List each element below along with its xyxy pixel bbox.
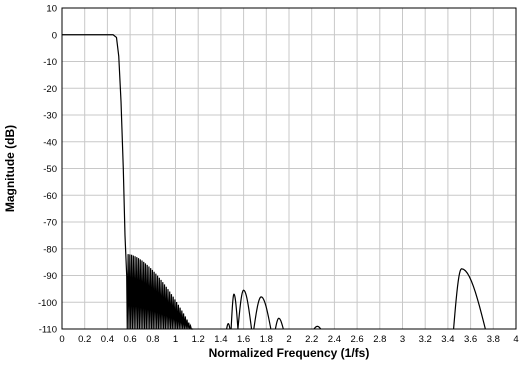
y-tick-label: -90 [43, 271, 57, 282]
y-tick-label: -100 [38, 298, 57, 309]
x-tick-label: 1.8 [260, 334, 273, 345]
magnitude-response-line [62, 34, 486, 330]
y-tick-label: -50 [43, 164, 57, 175]
x-tick-label: 3 [400, 334, 405, 345]
x-tick-label: 1.6 [237, 334, 250, 345]
x-tick-label: 3.4 [441, 334, 454, 345]
y-axis-title: Magnitude (dB) [3, 125, 17, 212]
y-tick-label: -40 [43, 137, 57, 148]
y-tick-label: -110 [39, 325, 57, 336]
y-tick-label: -30 [43, 111, 57, 122]
plot-frame [61, 7, 517, 330]
x-tick-label: 1.2 [192, 334, 205, 345]
x-tick-label: 2.2 [305, 334, 318, 345]
y-tick-label: 0 [52, 30, 57, 41]
y-tick-label: -60 [43, 191, 57, 202]
grid [61, 7, 517, 330]
x-tick-label: 1.4 [214, 334, 227, 345]
x-tick-labels: 0 0.2 0.4 0.6 0.8 1 1.2 1.4 1.6 1.8 2 2.2 2.4 2.6 2.8 3… [59, 334, 518, 345]
x-tick-label: 0.6 [123, 334, 136, 345]
y-tick-label: -10 [43, 57, 57, 68]
y-tick-label: -70 [43, 218, 57, 229]
x-tick-label: 3.6 [464, 334, 477, 345]
x-tick-label: 2 [286, 334, 291, 345]
x-tick-label: 0.4 [101, 334, 114, 345]
x-tick-label: 3.8 [487, 334, 500, 345]
x-tick-label: 2.6 [350, 334, 363, 345]
y-tick-labels: 10 0 -10 -20 -30 -40 -50 -60 -70 -80 -90 -100 -110 [38, 4, 57, 336]
x-tick-label: 3.2 [419, 334, 432, 345]
x-tick-label: 2.8 [373, 334, 386, 345]
x-axis-title: Normalized Frequency (1/fs) [209, 346, 370, 360]
y-tick-label: 10 [46, 4, 57, 15]
x-tick-label: 4 [513, 334, 518, 345]
x-tick-label: 2.4 [328, 334, 341, 345]
x-tick-label: 0 [59, 334, 64, 345]
x-tick-label: 0.2 [78, 334, 91, 345]
x-tick-label: 0.8 [146, 334, 159, 345]
x-tick-label: 1 [173, 334, 178, 345]
y-tick-label: -80 [43, 244, 57, 255]
y-tick-label: -20 [43, 84, 57, 95]
